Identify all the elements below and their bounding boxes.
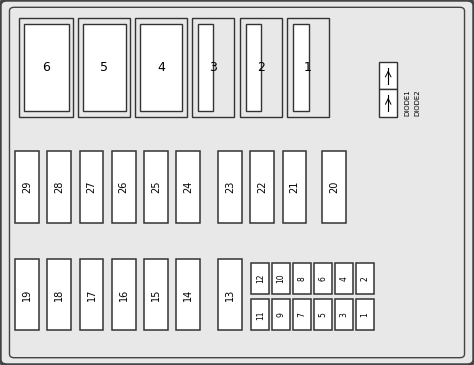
Bar — [314, 299, 332, 330]
Bar — [335, 299, 353, 330]
Bar — [47, 151, 71, 223]
Text: 22: 22 — [257, 181, 267, 193]
Text: 19: 19 — [22, 289, 32, 301]
Text: 5: 5 — [100, 61, 108, 74]
Text: 3: 3 — [209, 61, 217, 74]
Text: 27: 27 — [86, 181, 97, 193]
Bar — [192, 18, 234, 117]
Text: 12: 12 — [256, 273, 264, 283]
Bar — [83, 24, 126, 111]
Bar — [356, 299, 374, 330]
Text: 1: 1 — [304, 61, 312, 74]
Text: 29: 29 — [22, 181, 32, 193]
Bar — [112, 259, 136, 330]
Bar — [218, 151, 242, 223]
Text: 20: 20 — [329, 181, 339, 193]
Text: 25: 25 — [151, 181, 161, 193]
Bar — [356, 263, 374, 294]
Text: 8: 8 — [298, 276, 306, 281]
Bar — [47, 259, 71, 330]
Bar — [251, 263, 269, 294]
Bar — [293, 24, 309, 111]
FancyBboxPatch shape — [9, 7, 465, 358]
Bar — [24, 24, 69, 111]
Bar — [135, 18, 187, 117]
Bar — [251, 299, 269, 330]
Text: 23: 23 — [225, 181, 235, 193]
Text: 16: 16 — [118, 289, 129, 301]
Bar — [246, 24, 261, 111]
Text: 1: 1 — [360, 312, 369, 317]
Text: 10: 10 — [277, 273, 285, 283]
Bar — [80, 259, 103, 330]
Text: 14: 14 — [183, 289, 193, 301]
Bar — [144, 151, 168, 223]
Bar — [19, 18, 73, 117]
Bar — [140, 24, 182, 111]
Bar — [15, 259, 39, 330]
Text: 5: 5 — [319, 312, 327, 317]
Text: 2: 2 — [257, 61, 264, 74]
Text: 28: 28 — [54, 181, 64, 193]
Text: 9: 9 — [277, 312, 285, 317]
Bar — [250, 151, 274, 223]
Bar — [240, 18, 282, 117]
Bar — [293, 263, 311, 294]
Bar — [314, 263, 332, 294]
Bar — [272, 263, 290, 294]
Bar — [78, 18, 130, 117]
Bar — [80, 151, 103, 223]
Text: 2: 2 — [360, 276, 369, 281]
Bar — [379, 62, 397, 89]
Text: 3: 3 — [339, 312, 348, 317]
Text: 24: 24 — [183, 181, 193, 193]
Text: 6: 6 — [42, 61, 50, 74]
Bar — [176, 151, 200, 223]
Text: 6: 6 — [319, 276, 327, 281]
Bar — [287, 18, 329, 117]
Bar — [379, 89, 397, 117]
Bar — [15, 151, 39, 223]
Bar — [198, 24, 213, 111]
Bar — [218, 259, 242, 330]
Text: 4: 4 — [157, 61, 165, 74]
Text: 4: 4 — [339, 276, 348, 281]
Bar — [176, 259, 200, 330]
Text: DIODE1: DIODE1 — [405, 89, 410, 116]
Bar — [335, 263, 353, 294]
Bar — [293, 299, 311, 330]
Text: 21: 21 — [289, 181, 300, 193]
Text: 18: 18 — [54, 289, 64, 301]
Text: 7: 7 — [298, 312, 306, 317]
Text: DIODE2: DIODE2 — [414, 89, 420, 115]
Text: 11: 11 — [256, 310, 264, 320]
Text: 13: 13 — [225, 289, 235, 301]
Text: 15: 15 — [151, 289, 161, 301]
Bar — [112, 151, 136, 223]
Bar — [272, 299, 290, 330]
Text: 17: 17 — [86, 289, 97, 301]
Bar — [144, 259, 168, 330]
Text: 26: 26 — [118, 181, 129, 193]
Bar — [322, 151, 346, 223]
Bar — [283, 151, 306, 223]
